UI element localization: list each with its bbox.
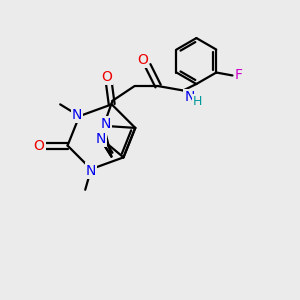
Text: O: O: [101, 70, 112, 84]
Text: F: F: [235, 68, 243, 83]
Text: N: N: [184, 90, 195, 104]
Text: N: N: [101, 117, 111, 131]
Text: N: N: [95, 131, 106, 146]
Text: O: O: [34, 139, 44, 153]
Text: N: N: [72, 108, 82, 122]
Text: N: N: [86, 164, 96, 178]
Text: H: H: [193, 95, 202, 108]
Text: O: O: [137, 53, 148, 67]
